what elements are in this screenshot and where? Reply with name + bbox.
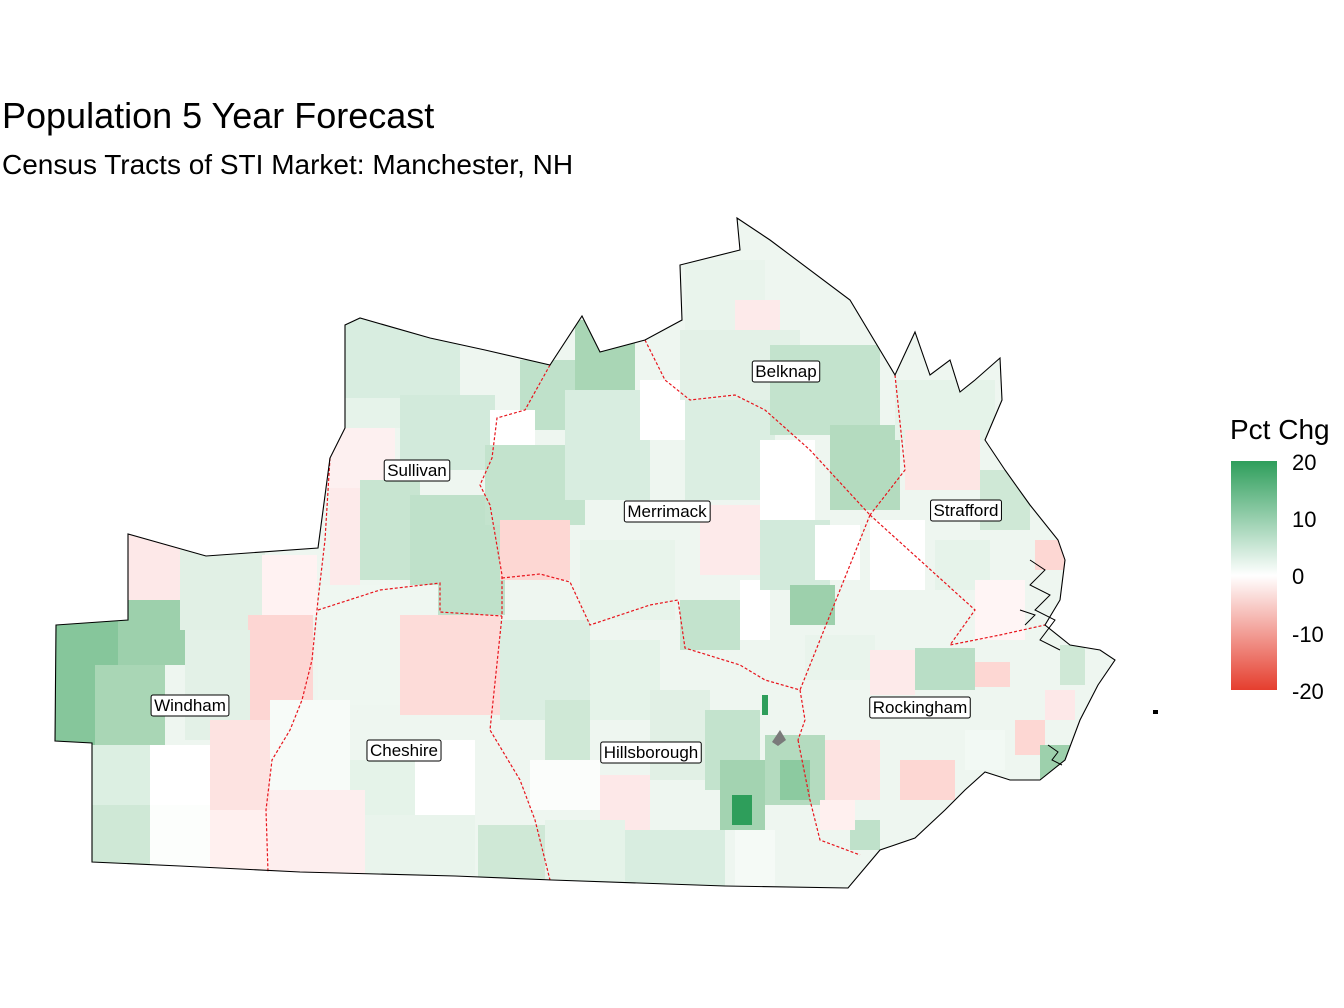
census-tracts [55, 218, 1115, 888]
legend-tick-neg10: -10 [1292, 622, 1324, 647]
boundary-cheshire-hillsborough [489, 615, 551, 881]
map-subtitle: Census Tracts of STI Market: Manchester,… [2, 149, 574, 180]
county-label-text: Merrimack [627, 502, 707, 521]
county-labels: Windham Sullivan Cheshire Merrimack Belknap H… [150, 360, 1002, 764]
boundary-windham-sullivan-cheshire [265, 457, 331, 873]
county-label-sullivan: Sullivan [383, 459, 451, 482]
map-title: Population 5 Year Forecast [2, 95, 435, 136]
county-label-text: Sullivan [387, 461, 447, 480]
legend-tick-0: 0 [1292, 564, 1305, 589]
boundary-merrimack-belknap [644, 339, 871, 516]
legend-tick-neg20: -20 [1292, 679, 1324, 704]
coastline-detail [1019, 559, 1063, 766]
legend-title: Pct Chg [1230, 414, 1330, 445]
legend-tick-20: 20 [1292, 450, 1317, 475]
boundary-hillsborough-rockingham [797, 739, 861, 856]
legend-tick-10: 10 [1292, 507, 1317, 532]
no-data-tract [772, 730, 786, 746]
county-label-hillsborough: Hillsborough [600, 741, 702, 764]
county-label-cheshire: Cheshire [366, 739, 442, 762]
county-label-text: Cheshire [370, 741, 438, 760]
county-label-strafford: Strafford [930, 499, 1002, 522]
county-label-text: Hillsborough [604, 743, 699, 762]
boundary-sullivan-merrimack [479, 364, 551, 616]
boundary-strafford-rockingham [869, 514, 1046, 646]
county-label-merrimack: Merrimack [623, 500, 711, 523]
county-label-text: Windham [154, 696, 226, 715]
boundary-sullivan-cheshire [317, 582, 503, 617]
county-label-belknap: Belknap [751, 360, 821, 383]
county-boundaries [265, 339, 1046, 881]
offshore-island [1153, 710, 1158, 714]
county-label-text: Strafford [934, 501, 999, 520]
region-outline [54, 216, 1116, 889]
boundary-merrimack-rockingham [799, 514, 871, 691]
legend-color-bar [1231, 461, 1277, 690]
county-label-text: Rockingham [873, 698, 968, 717]
boundary-belknap-strafford [869, 374, 906, 516]
boundary-merrimack-hillsborough [501, 573, 806, 741]
county-label-text: Belknap [755, 362, 816, 381]
county-label-rockingham: Rockingham [869, 696, 971, 719]
county-label-windham: Windham [150, 694, 230, 717]
